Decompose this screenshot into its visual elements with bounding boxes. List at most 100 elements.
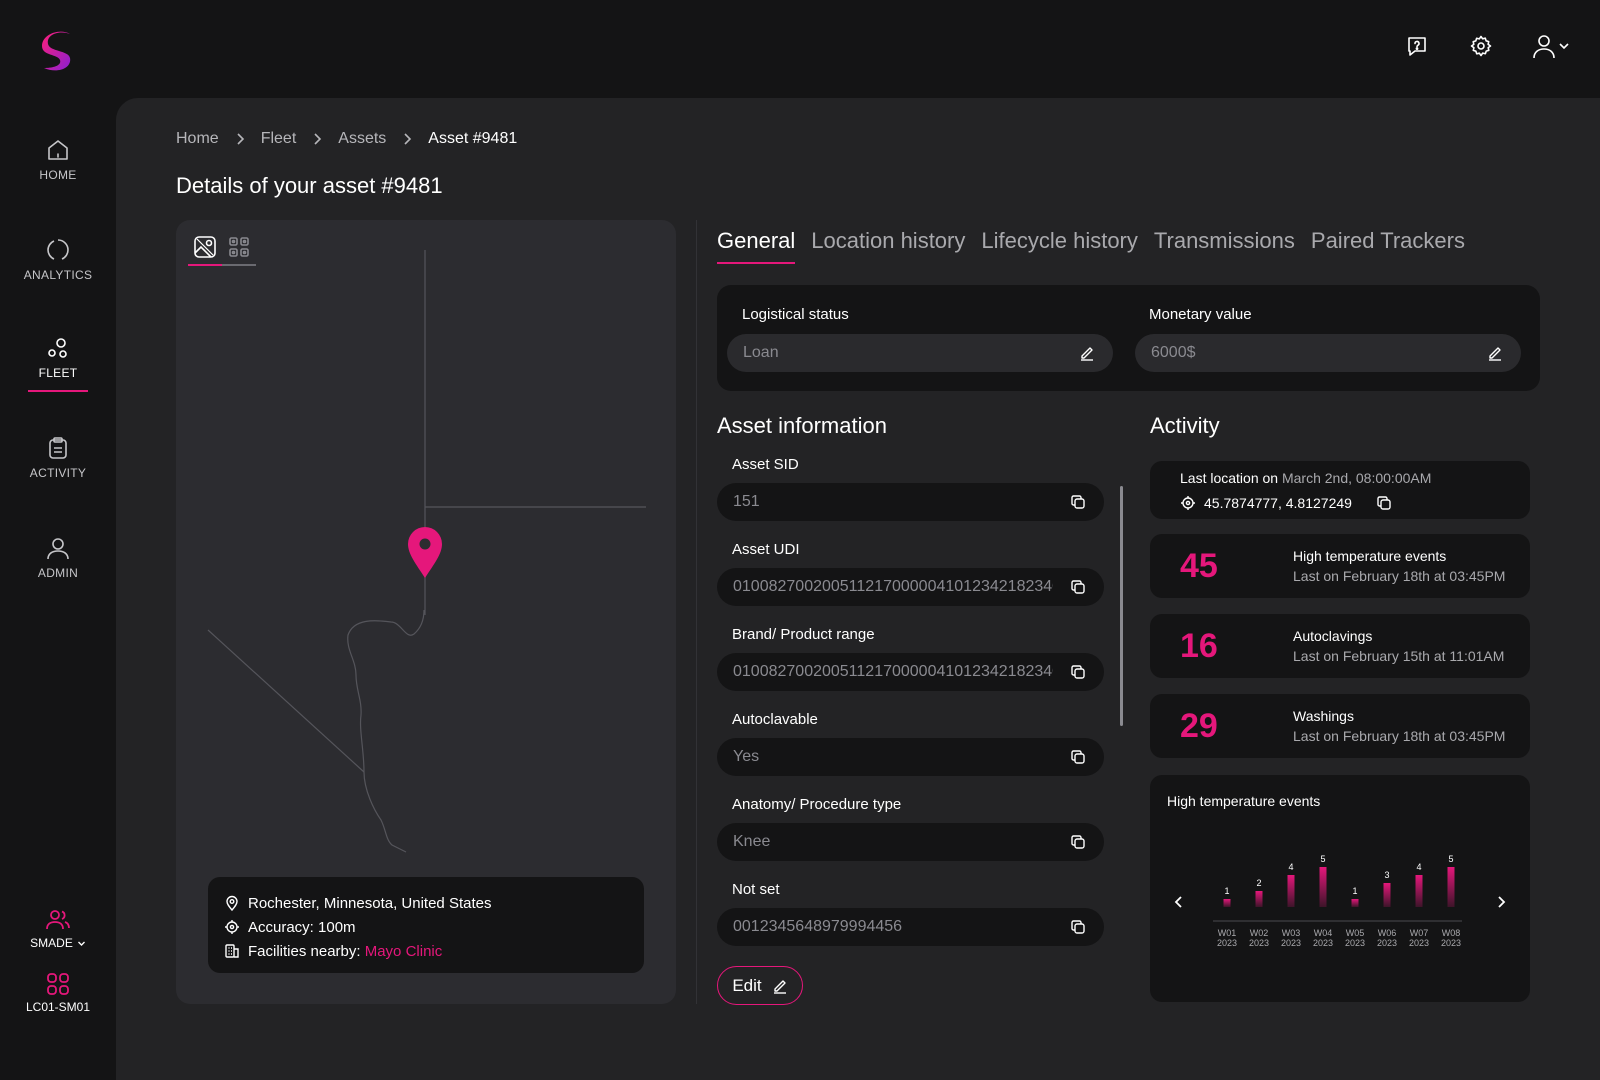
field-value: 0100827002005112170000041012342182340 [733, 663, 1053, 680]
sidebar-item-label: ANALYTICS [23, 268, 93, 282]
activity-title: Activity [1150, 413, 1220, 438]
breadcrumb-fleet[interactable]: Fleet [260, 130, 297, 147]
sidebar-item-label: HOME [39, 168, 77, 182]
copy-icon[interactable] [1068, 917, 1088, 937]
chart-data-label: 3 [1384, 870, 1389, 880]
last-location-card: Last location on March 2nd, 08:00:00AM 4… [1150, 461, 1530, 519]
building-icon [225, 944, 239, 958]
column-divider [696, 220, 697, 1004]
asset-info-scrollbar[interactable] [1120, 486, 1123, 726]
chart-bar [1383, 883, 1391, 907]
copy-icon[interactable] [1068, 662, 1088, 682]
chevron-down-icon [77, 941, 85, 946]
map-image-icon [194, 236, 216, 258]
field-label: Autoclavable [732, 711, 818, 728]
chart-bar [1447, 867, 1455, 907]
team-selector[interactable]: SMADE [0, 908, 116, 950]
map-image-toggle[interactable] [188, 230, 222, 266]
chart-bar [1223, 899, 1231, 907]
not-set-field: 0012345648979994456 [717, 908, 1104, 946]
copy-icon[interactable] [1068, 492, 1088, 512]
breadcrumb-assets[interactable]: Assets [338, 130, 387, 147]
team-label: SMADE [30, 936, 73, 950]
copy-icon[interactable] [1374, 493, 1394, 513]
accuracy-target-icon [1181, 496, 1195, 510]
asset-udi-field: 0100827002005112170000041012342182340 [717, 568, 1104, 606]
user-menu[interactable] [1532, 33, 1570, 59]
copy-icon[interactable] [1068, 747, 1088, 767]
copy-icon[interactable] [1068, 832, 1088, 852]
chart-data-label: 1 [1352, 886, 1357, 896]
chart-title: High temperature events [1167, 793, 1321, 809]
grid-icon [47, 973, 69, 995]
map-accuracy-text: Accuracy: 100m [248, 918, 356, 936]
chart-tick-label: 2023 [1377, 938, 1397, 948]
logistical-status-label: Logistical status [742, 306, 849, 323]
user-icon [47, 538, 69, 560]
site-selector[interactable]: LC01-SM01 [0, 972, 116, 1014]
accuracy-target-icon [225, 920, 239, 934]
stat-title: Washings [1293, 708, 1354, 724]
help-chat-icon[interactable] [1404, 33, 1430, 59]
map-location-text: Rochester, Minnesota, United States [248, 894, 492, 912]
last-location-label: Last location on [1180, 470, 1279, 486]
chart-data-label: 4 [1288, 862, 1293, 872]
breadcrumb-home[interactable]: Home [176, 130, 219, 147]
detail-tabs: General Location history Lifecycle histo… [717, 228, 1465, 264]
monetary-value-label: Monetary value [1149, 306, 1252, 323]
fleet-icon [48, 338, 67, 358]
brand-product-field: 0100827002005112170000041012342182340 [717, 653, 1104, 691]
edit-button[interactable]: Edit [717, 966, 803, 1005]
stat-card-high-temperature: 45 High temperature events Last on Febru… [1150, 534, 1530, 598]
stat-title: High temperature events [1293, 548, 1447, 564]
monetary-value-field[interactable]: 6000$ [1135, 334, 1521, 372]
chevron-left-icon [1174, 896, 1182, 908]
tab-lifecycle-history[interactable]: Lifecycle history [981, 228, 1138, 253]
logistical-status-value: Loan [743, 344, 779, 361]
map-card: Rochester, Minnesota, United States Accu… [176, 220, 676, 1004]
brand-logo[interactable] [40, 30, 76, 74]
field-value: 151 [733, 493, 760, 510]
users-icon [46, 910, 70, 930]
map-qr-toggle[interactable] [222, 230, 256, 266]
chart-data-label: 4 [1416, 862, 1421, 872]
chart-tick-label: 2023 [1217, 938, 1237, 948]
map-view[interactable] [176, 220, 676, 1004]
sidebar-item-home[interactable]: HOME [0, 138, 116, 182]
autoclavable-field: Yes [717, 738, 1104, 776]
stat-value: 29 [1180, 707, 1218, 745]
facility-link[interactable]: Mayo Clinic [364, 942, 443, 960]
tab-general[interactable]: General [717, 228, 796, 264]
qr-grid-icon [229, 237, 249, 257]
asset-info-title: Asset information [717, 413, 887, 438]
map-view-toggle [188, 230, 256, 266]
settings-gear-icon[interactable] [1468, 33, 1494, 59]
edit-pencil-icon[interactable] [1485, 343, 1505, 363]
location-pin-icon[interactable] [408, 527, 442, 578]
sidebar-item-analytics[interactable]: ANALYTICS [0, 238, 116, 282]
field-value: Yes [733, 748, 760, 765]
chart-data-label: 1 [1224, 886, 1229, 896]
tab-location-history[interactable]: Location history [811, 228, 966, 253]
chart-bar [1415, 875, 1423, 907]
chevron-right-icon [312, 132, 322, 146]
sidebar-item-activity[interactable]: ACTIVITY [0, 436, 116, 480]
page-title: Details of your asset #9481 [176, 173, 443, 198]
copy-icon[interactable] [1068, 577, 1088, 597]
logistical-status-field[interactable]: Loan [727, 334, 1113, 372]
sidebar-item-admin[interactable]: ADMIN [0, 536, 116, 580]
chart-next-button[interactable] [1491, 892, 1511, 912]
sidebar-item-fleet[interactable]: FLEET [0, 336, 116, 392]
chart-tick-label: W08 [1442, 928, 1461, 938]
last-location-date: March 2nd, 08:00:00AM [1281, 470, 1432, 486]
edit-pencil-icon[interactable] [1077, 343, 1097, 363]
tab-transmissions[interactable]: Transmissions [1153, 228, 1295, 253]
active-indicator [28, 390, 88, 392]
header-actions [1404, 33, 1570, 59]
tab-paired-trackers[interactable]: Paired Trackers [1310, 228, 1465, 253]
chevron-down-icon [1559, 43, 1569, 50]
chart-tick-label: W05 [1346, 928, 1365, 938]
chart-prev-button[interactable] [1169, 892, 1189, 912]
chart-data-label: 2 [1256, 878, 1261, 888]
sidebar-item-label: ADMIN [37, 566, 79, 580]
